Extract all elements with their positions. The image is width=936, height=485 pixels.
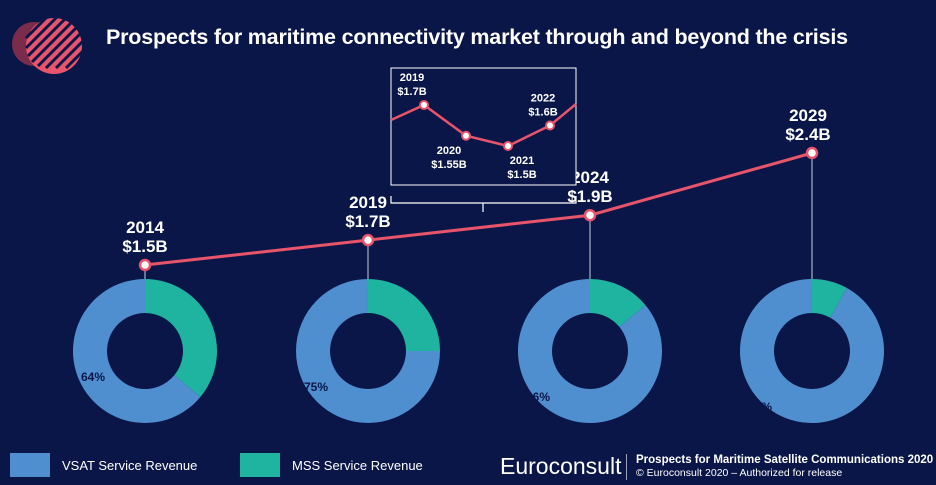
trend-line (144, 151, 813, 267)
point-2029 (805, 146, 819, 160)
legend-vsat-label: VSAT Service Revenue (62, 457, 198, 473)
inset-bracket (390, 196, 577, 212)
year-label-2014: 2014 (126, 218, 164, 237)
inset-value-2019: $1.7B (397, 86, 426, 98)
brand-logo: Euroconsult (500, 453, 622, 479)
inset-point-2020 (461, 130, 471, 141)
value-label-2029: $2.4B (785, 125, 830, 144)
donut-2019-vsat-slice (296, 279, 440, 424)
donut-2014-vsat-slice (73, 279, 201, 423)
logo-icon (12, 8, 92, 74)
year-label-2029: 2029 (789, 106, 827, 125)
legend-item-mss: MSS Service Revenue (240, 452, 423, 478)
donut-2019-mss-slice (368, 279, 440, 351)
inset-point-2021 (503, 141, 513, 151)
inset-value-2022: $1.6B (528, 107, 557, 119)
footer-divider (626, 454, 627, 480)
point-2014 (138, 258, 152, 272)
year-label-2019: 2019 (349, 193, 387, 212)
legend-item-vsat: VSAT Service Revenue (10, 452, 197, 478)
year-label-2024: 2024 (571, 168, 609, 187)
inset-point-2019 (419, 100, 429, 110)
inset-point-2022 (545, 120, 555, 131)
report-info: Prospects for Maritime Satellite Communi… (636, 453, 933, 480)
vsat-swatch (10, 453, 50, 477)
donut-2024-mss-slice (590, 279, 646, 327)
inset-year-2019: 2019 (400, 72, 424, 84)
inset-year-2020: 2020 (437, 145, 461, 157)
inset-value-2020: $1.55B (431, 159, 467, 171)
donut-2029-vsat-pct: 92% (748, 400, 772, 414)
donut-2024-vsat-pct: 86% (526, 390, 550, 404)
point-2024 (583, 208, 597, 222)
mss-swatch (240, 453, 280, 477)
inset-line (390, 103, 577, 148)
value-label-2019: $1.7B (345, 212, 390, 231)
report-title: Prospects for Maritime Satellite Communi… (636, 454, 934, 466)
page-title: Prospects for maritime connectivity mark… (106, 25, 848, 49)
point-2019 (361, 233, 375, 247)
inset-year-2022: 2022 (531, 93, 555, 105)
copyright: © Euroconsult 2020 – Authorized for rele… (636, 467, 843, 479)
value-label-2014: $1.5B (122, 237, 167, 256)
donut-2029-vsat-slice (740, 279, 885, 423)
value-label-2024: $1.9B (567, 187, 612, 206)
legend-mss-label: MSS Service Revenue (292, 457, 423, 473)
donut-2019-vsat-pct: 75% (304, 380, 328, 394)
donut-2029-mss-slice (812, 279, 847, 318)
donut-2014-vsat-pct: 64% (81, 370, 105, 384)
inset-year-2021: 2021 (510, 155, 534, 167)
inset-value-2021: $1.5B (507, 169, 536, 181)
donut-2024-vsat-slice (518, 279, 662, 423)
donut-2014-mss-slice (145, 279, 217, 397)
